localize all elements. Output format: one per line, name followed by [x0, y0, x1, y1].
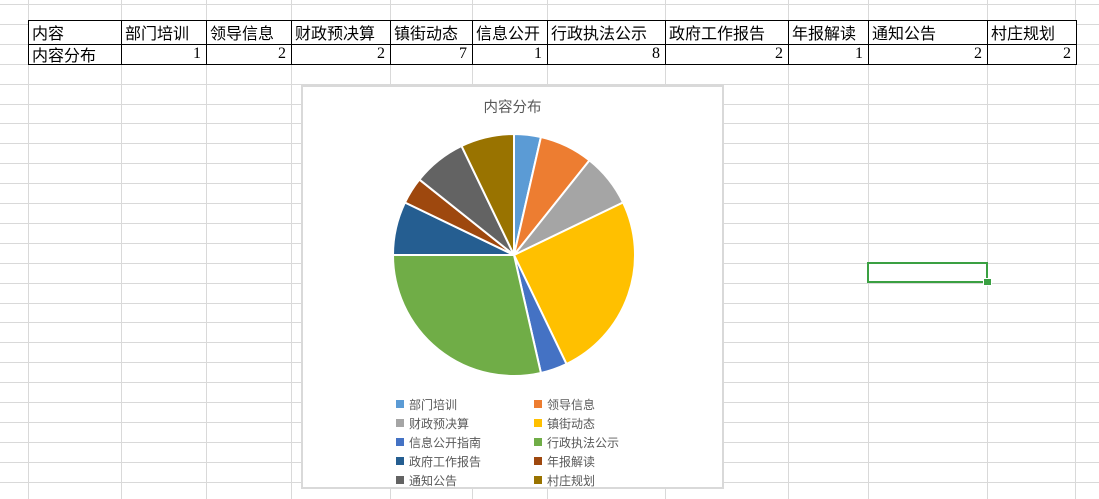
gridline: [291, 0, 292, 499]
gridline: [1075, 0, 1076, 499]
value-cell[interactable]: 2: [666, 44, 789, 64]
gridline: [0, 83, 1099, 85]
value-cell[interactable]: 1: [789, 44, 869, 64]
legend-item[interactable]: 领导信息: [534, 396, 595, 412]
fill-handle[interactable]: [983, 277, 992, 286]
pie-plot-area: [392, 132, 637, 378]
table-value-row: 内容分布 1 2 2 7 1 8 2 1 2 2: [29, 44, 1076, 64]
legend-item[interactable]: 财政预决算: [396, 415, 469, 431]
legend-marker-icon: [396, 438, 404, 446]
legend-item[interactable]: 部门培训: [396, 396, 457, 412]
column-header-cell[interactable]: 年报解读: [789, 21, 869, 45]
column-header-cell[interactable]: 财政预决算: [292, 21, 391, 45]
legend-marker-icon: [534, 400, 542, 408]
value-cell[interactable]: 2: [1063, 45, 1071, 63]
column-header-cell[interactable]: 政府工作报告: [666, 21, 789, 45]
legend-label: 通知公告: [409, 473, 458, 488]
column-header-cell[interactable]: 通知公告: [869, 21, 988, 45]
legend-label: 村庄规划: [547, 473, 596, 488]
chart-title: 内容分布: [483, 100, 542, 116]
legend-item[interactable]: 镇街动态: [534, 415, 595, 431]
legend-label: 镇街动态: [547, 416, 596, 431]
pie-slice[interactable]: [460, 133, 515, 256]
legend-item[interactable]: 行政执法公示: [534, 434, 619, 450]
value-cell[interactable]: 8: [548, 44, 666, 64]
legend-label: 信息公开指南: [409, 435, 482, 450]
legend-label: 行政执法公示: [547, 435, 620, 450]
table-header-row: 内容 部门培训 领导信息 财政预决算 镇街动态 信息公开 行政执法公示 政府工作报告 年报解读通…: [29, 21, 1076, 45]
legend-marker-icon: [396, 457, 404, 465]
pie-chart[interactable]: 内容分布 部门培训 领导信息财政预决算 镇街动态信息公开指南 行政执法公示政府工作报告…: [301, 85, 724, 489]
legend-item[interactable]: 通知公告: [396, 472, 457, 488]
legend-label: 政府工作报告: [409, 454, 482, 469]
legend-marker-icon: [534, 419, 542, 427]
legend-item[interactable]: 政府工作报告: [396, 453, 481, 469]
legend-marker-icon: [534, 438, 542, 446]
column-header-cell[interactable]: 部门培训: [122, 21, 207, 45]
column-header-cell[interactable]: 行政执法公示: [548, 21, 666, 45]
gridline: [987, 0, 988, 499]
gridline: [868, 0, 869, 499]
legend-marker-icon: [534, 457, 542, 465]
value-cell[interactable]: 2: [292, 44, 391, 64]
legend-marker-icon: [396, 476, 404, 484]
value-cell[interactable]: 2: [869, 44, 988, 64]
legend-label: 领导信息: [547, 397, 596, 412]
column-header-cell[interactable]: 村庄规划: [988, 21, 1076, 45]
gridline: [0, 4, 1099, 5]
selected-cell-outline[interactable]: [866, 261, 992, 286]
value-cell[interactable]: 2: [207, 44, 292, 64]
legend-label: 财政预决算: [409, 416, 470, 431]
legend-item[interactable]: 信息公开指南: [396, 434, 481, 450]
gridline: [788, 0, 789, 499]
row-label-cell[interactable]: 内容分布: [29, 44, 122, 64]
legend-label: 年报解读: [547, 454, 596, 469]
column-header-cell[interactable]: 领导信息: [207, 21, 292, 45]
gridline: [28, 0, 29, 499]
value-cell[interactable]: 1: [473, 44, 548, 64]
pie-slice[interactable]: [513, 201, 637, 366]
column-header-cell[interactable]: 镇街动态: [391, 21, 473, 45]
value-cell[interactable]: 1: [122, 44, 207, 64]
legend-item[interactable]: 村庄规划: [534, 472, 595, 488]
legend-label: 部门培训: [409, 397, 458, 412]
gridline: [121, 0, 122, 499]
legend-item[interactable]: 年报解读: [534, 453, 595, 469]
corner-cell[interactable]: 内容: [29, 21, 122, 45]
value-cell[interactable]: 7: [391, 44, 473, 64]
legend-marker-icon: [396, 419, 404, 427]
gridline: [206, 0, 207, 499]
content-table: 内容 部门培训 领导信息 财政预决算 镇街动态 信息公开 行政执法公示 政府工作报告 年报解读通…: [28, 20, 1077, 65]
legend-marker-icon: [396, 400, 404, 408]
pie-slice[interactable]: [392, 254, 542, 378]
column-header-cell[interactable]: 信息公开: [473, 21, 548, 45]
legend-marker-icon: [534, 476, 542, 484]
